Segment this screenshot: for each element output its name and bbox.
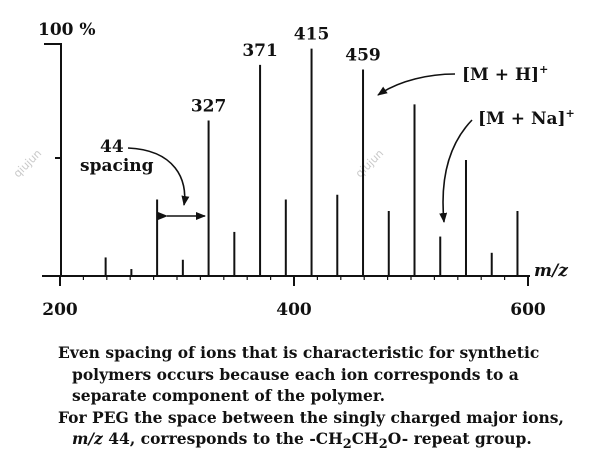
spacing-value-label: 44 xyxy=(100,137,124,157)
mna-arrow xyxy=(439,119,473,223)
x-tick-label: 600 xyxy=(510,300,546,320)
caption-line: polymers occurs because each ion corresp… xyxy=(72,364,519,384)
spacing-arrow xyxy=(127,147,190,206)
y-axis-top-label: 100 % xyxy=(38,20,96,40)
mz-italic: m/z xyxy=(72,429,103,448)
mna-ion-label: [M + Na]+ xyxy=(478,107,575,129)
peak-label-327: 327 xyxy=(191,97,227,117)
caption-line: separate component of the polymer. xyxy=(72,386,385,405)
peak-label-371: 371 xyxy=(242,41,278,61)
watermark: qiujun xyxy=(11,147,44,180)
caption-line: m/z 44, corresponds to the -CH2CH2O- rep… xyxy=(72,429,532,453)
peak-label-415: 415 xyxy=(294,25,330,45)
spacing-word-label: spacing xyxy=(80,156,154,176)
x-tick-label: 200 xyxy=(42,300,78,320)
x-axis-label: m/z xyxy=(534,261,568,281)
mass-spectrum-chart: qiujun qiujun 100 % m/z 200 400 600 327 371… xyxy=(11,20,575,320)
watermark: qiujun xyxy=(353,147,386,180)
figure-caption: Even spacing of ions that is characteris… xyxy=(58,342,598,456)
caption-line: Even spacing of ions that is characteris… xyxy=(58,343,540,362)
mh-arrow xyxy=(377,73,456,96)
x-tick-label: 400 xyxy=(276,300,312,320)
mh-ion-label: [M + H]+ xyxy=(462,63,548,85)
caption-line: For PEG the space between the singly cha… xyxy=(58,407,564,427)
peak-label-459: 459 xyxy=(345,46,381,66)
